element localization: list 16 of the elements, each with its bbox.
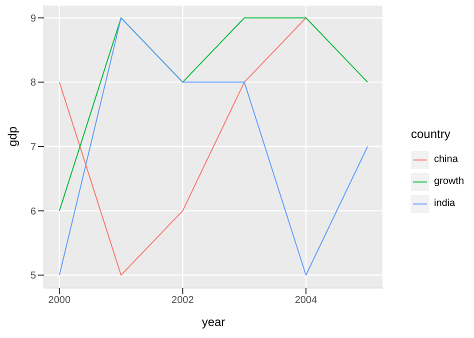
legend-label: china (434, 153, 458, 167)
line-series (58, 17, 368, 276)
y-tick-label: 6 (30, 206, 36, 218)
y-axis-title: gdp (5, 126, 20, 146)
legend-label: india (434, 197, 456, 211)
y-tick-label: 9 (30, 13, 36, 24)
legend-title: country (410, 126, 452, 143)
line-series (58, 17, 306, 276)
legend-label: growth (434, 175, 464, 189)
x-tick-label: 2000 (48, 295, 71, 306)
y-tick-label: 5 (30, 270, 36, 282)
y-tick-label: 7 (30, 142, 36, 154)
x-axis-title: year (202, 315, 226, 329)
x-tick-label: 2004 (294, 295, 318, 306)
y-tick-label: 8 (30, 78, 36, 89)
x-tick-label: 2002 (172, 295, 194, 306)
